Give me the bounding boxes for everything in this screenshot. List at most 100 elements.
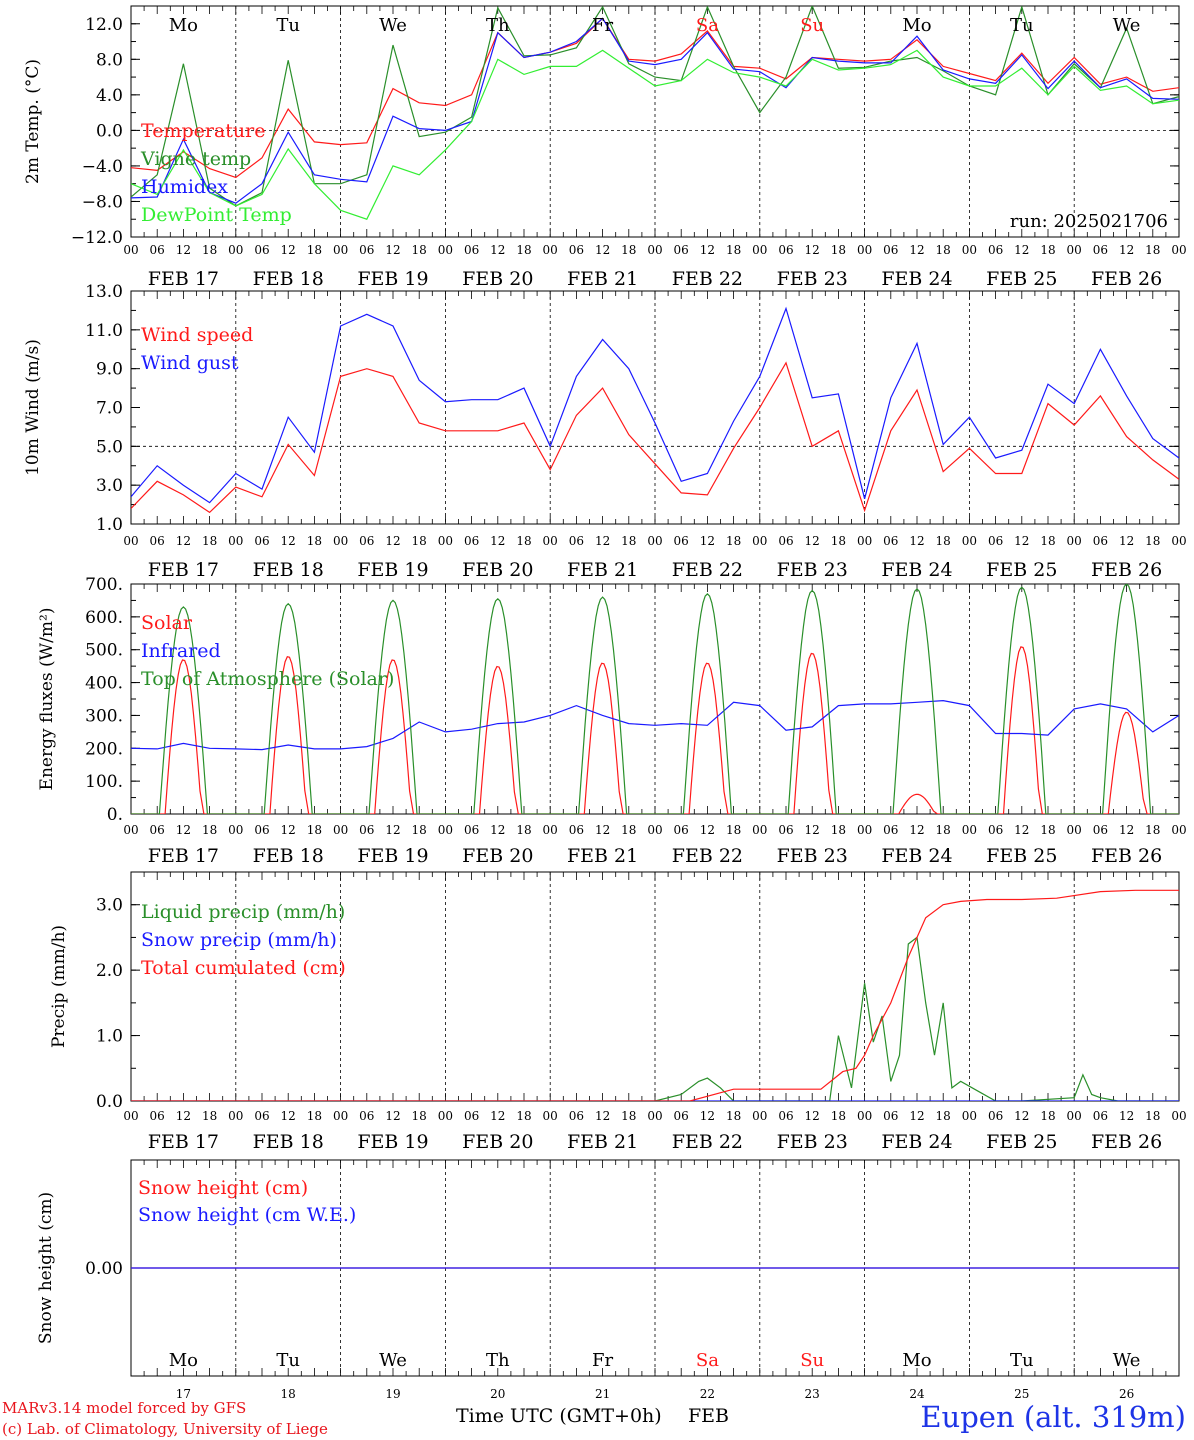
hour-label: 06 <box>883 534 898 548</box>
hour-label: 18 <box>202 243 217 257</box>
day-number-label: 19 <box>385 1387 400 1400</box>
hour-label: 12 <box>595 534 610 548</box>
hour-label: 06 <box>674 243 689 257</box>
day-number-label: 22 <box>700 1387 715 1400</box>
y-tick-label: 0.00 <box>85 1259 123 1279</box>
hour-label: 06 <box>150 534 165 548</box>
hour-label: 18 <box>936 823 951 837</box>
hour-label: 00 <box>543 1109 558 1123</box>
hour-label: 18 <box>516 1109 531 1123</box>
y-tick-label: 11.0 <box>85 321 123 341</box>
hour-label: 06 <box>254 534 269 548</box>
hour-label: 06 <box>883 243 898 257</box>
date-label: FEB 25 <box>986 268 1057 290</box>
weekday-label: Su <box>800 15 824 36</box>
hour-label: 12 <box>1014 1109 1029 1123</box>
weekday-label: Fr <box>592 1350 613 1371</box>
hour-label: 06 <box>778 823 793 837</box>
panel-2 <box>130 290 1180 525</box>
date-label: FEB 26 <box>1091 268 1162 290</box>
hour-label: 12 <box>805 243 820 257</box>
y-tick-label: 5.0 <box>96 437 123 457</box>
hour-label: 00 <box>752 243 767 257</box>
date-label: FEB 22 <box>672 845 743 867</box>
date-label: FEB 17 <box>148 268 219 290</box>
hour-label: 00 <box>543 243 558 257</box>
hour-label: 18 <box>1040 243 1055 257</box>
hour-label: 18 <box>726 534 741 548</box>
day-number-label: 20 <box>490 1387 505 1400</box>
y-axis-label: 10m Wind (m/s) <box>23 339 43 476</box>
hour-label: 12 <box>909 1109 924 1123</box>
hour-label: 12 <box>281 1109 296 1123</box>
date-label: FEB 25 <box>986 845 1057 867</box>
date-label: FEB 25 <box>986 1131 1057 1153</box>
date-label: FEB 20 <box>462 845 533 867</box>
series-line <box>131 49 1179 220</box>
hour-label: 12 <box>176 243 191 257</box>
y-axis-label: Energy fluxes (W/m²) <box>37 608 57 791</box>
date-label: FEB 18 <box>253 1131 324 1153</box>
series-line <box>131 6 1179 207</box>
hour-label: 06 <box>254 823 269 837</box>
date-label: FEB 24 <box>881 845 952 867</box>
hour-label: 18 <box>307 1109 322 1123</box>
y-tick-label: 0.0 <box>96 121 123 141</box>
y-tick-label: 2.0 <box>96 961 123 981</box>
hour-label: 12 <box>176 823 191 837</box>
hour-label: 12 <box>281 823 296 837</box>
date-label: FEB 22 <box>672 1131 743 1153</box>
hour-label: 00 <box>1171 1109 1186 1123</box>
day-number-label: 23 <box>805 1387 820 1400</box>
hour-label: 06 <box>1093 243 1108 257</box>
hour-label: 00 <box>1067 823 1082 837</box>
panel-5 <box>130 1159 1180 1377</box>
day-number-label: 18 <box>281 1387 296 1400</box>
y-tick-label: 200. <box>85 739 123 759</box>
y-tick-label: 0.0 <box>96 1092 123 1112</box>
hour-label: 06 <box>569 534 584 548</box>
weekday-label: Fr <box>592 15 613 36</box>
hour-label: 18 <box>726 1109 741 1123</box>
hour-label: 18 <box>1040 823 1055 837</box>
hour-label: 00 <box>438 243 453 257</box>
weekday-label: We <box>379 15 407 36</box>
series-line <box>131 699 1179 751</box>
hour-label: 12 <box>490 823 505 837</box>
hour-label: 06 <box>464 534 479 548</box>
hour-label: 06 <box>464 243 479 257</box>
time-axis-label: Time UTC (GMT+0h) <box>456 1405 662 1427</box>
y-tick-label: 1.0 <box>96 1027 123 1047</box>
hour-label: 06 <box>150 823 165 837</box>
weekday-label: Sa <box>696 15 719 36</box>
y-tick-label: −8.0 <box>82 192 123 212</box>
weekday-label: Su <box>800 1350 824 1371</box>
day-number-label: 21 <box>595 1387 610 1400</box>
hour-label: 18 <box>726 823 741 837</box>
hour-label: 18 <box>831 823 846 837</box>
hour-label: 12 <box>385 243 400 257</box>
hour-label: 00 <box>123 243 138 257</box>
y-tick-label: 12.0 <box>85 15 123 35</box>
hour-label: 18 <box>202 823 217 837</box>
y-axis-label: Precip (mm/h) <box>49 925 69 1048</box>
series-line <box>131 17 1179 179</box>
hour-label: 00 <box>962 243 977 257</box>
weekday-label: Tu <box>1010 15 1034 36</box>
hour-label: 00 <box>123 1109 138 1123</box>
date-label: FEB 20 <box>462 1131 533 1153</box>
date-label: FEB 22 <box>672 559 743 581</box>
hour-label: 18 <box>1040 534 1055 548</box>
series-line <box>131 306 1179 504</box>
date-label: FEB 26 <box>1091 845 1162 867</box>
hour-label: 06 <box>674 823 689 837</box>
legend-entry: Solar <box>141 612 193 634</box>
hour-label: 18 <box>412 823 427 837</box>
series-line <box>131 17 1179 204</box>
hour-label: 18 <box>831 1109 846 1123</box>
hour-label: 06 <box>464 823 479 837</box>
hour-label: 18 <box>202 534 217 548</box>
date-label: FEB 22 <box>672 268 743 290</box>
weekday-label: We <box>1113 15 1141 36</box>
legend-entry: Wind gust <box>141 352 239 374</box>
